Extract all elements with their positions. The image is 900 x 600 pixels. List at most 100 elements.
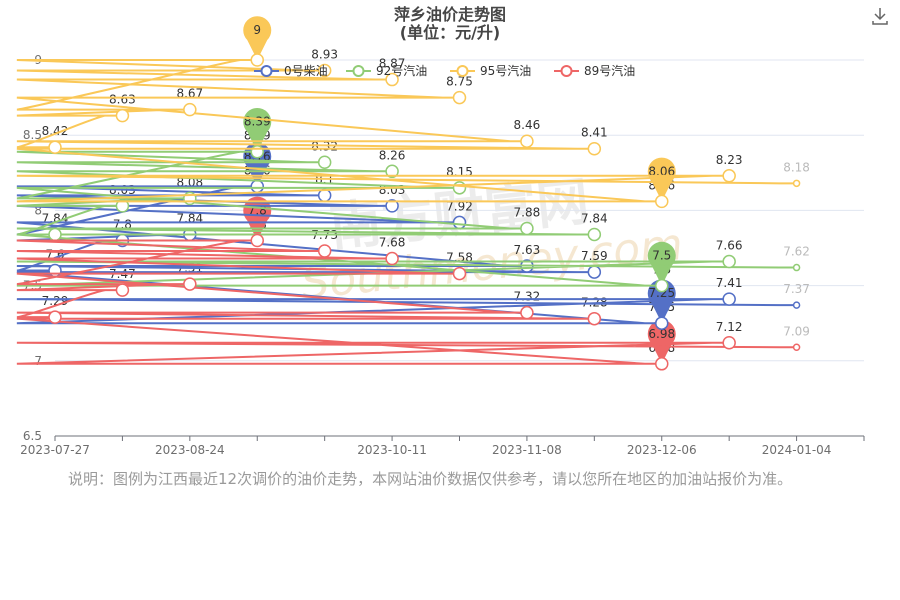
legend-symbol: [260, 65, 273, 77]
data-point[interactable]: [317, 244, 332, 258]
data-label: 7.66: [716, 239, 743, 253]
data-label: 7.59: [581, 249, 608, 263]
legend-item-95号汽油[interactable]: 95号汽油: [450, 63, 531, 78]
data-label: 7.37: [783, 282, 810, 296]
data-label: 8.93: [311, 48, 338, 62]
data-point[interactable]: [48, 140, 62, 154]
legend-item-92号汽油[interactable]: 92号汽油: [346, 63, 427, 78]
data-point[interactable]: [452, 215, 467, 230]
data-point[interactable]: [792, 179, 801, 188]
data-point[interactable]: [587, 311, 602, 326]
x-tick-label: 2023-11-08: [492, 443, 562, 457]
markpoint-label: 7.5: [652, 249, 671, 263]
data-point[interactable]: [48, 263, 62, 278]
data-point[interactable]: [183, 102, 197, 117]
x-axis: 2023-07-27 2023-08-24 2023-10-11 2023-11-08…: [20, 436, 865, 457]
x-tick-label: 2023-07-27: [20, 443, 90, 457]
data-point[interactable]: [722, 169, 736, 183]
chart-title: 萍乡油价走势图: [394, 5, 506, 24]
data-point[interactable]: [115, 283, 130, 297]
data-label: 7.09: [783, 324, 810, 338]
data-point[interactable]: [655, 316, 669, 330]
data-point[interactable]: [183, 277, 197, 291]
data-point[interactable]: [250, 179, 264, 194]
data-point[interactable]: [520, 305, 534, 320]
data-point[interactable]: [115, 199, 130, 213]
y-tick-label: 6.5: [23, 429, 42, 443]
data-point[interactable]: [722, 292, 736, 306]
data-point[interactable]: [520, 221, 534, 236]
data-label: 7.92: [446, 199, 473, 213]
data-point[interactable]: [250, 233, 264, 248]
y-tick-label: 8.5: [23, 128, 42, 142]
data-label: 7.88: [514, 205, 541, 219]
data-point[interactable]: [655, 278, 669, 293]
data-label: 8.26: [379, 148, 406, 162]
data-label: 8.63: [109, 93, 136, 107]
y-axis: 6.577.588.59: [23, 53, 42, 443]
legend-symbol: [560, 65, 573, 77]
markpoint-shape: [243, 16, 272, 61]
markpoint-pin: 9: [243, 16, 272, 61]
data-label: 8.75: [446, 75, 473, 89]
legend-item-0号柴油[interactable]: 0号柴油: [254, 64, 328, 78]
data-point[interactable]: [792, 343, 801, 352]
y-tick-label: 7: [34, 354, 42, 368]
x-tick-label: 2023-08-24: [155, 443, 225, 457]
series-layer: 7.67.87.848.168.18.037.927.637.597.257.4…: [16, 16, 810, 371]
data-point[interactable]: [115, 108, 130, 123]
data-point[interactable]: [317, 155, 332, 170]
series-line: [16, 239, 797, 365]
legend-label: 0号柴油: [284, 64, 328, 78]
data-label: 8.41: [581, 126, 608, 140]
data-point[interactable]: [317, 63, 332, 78]
data-point[interactable]: [48, 310, 62, 324]
legend-symbol: [456, 65, 469, 77]
data-point[interactable]: [792, 301, 801, 309]
data-point[interactable]: [250, 53, 264, 67]
data-point[interactable]: [385, 199, 399, 213]
legend-item-89号汽油[interactable]: 89号汽油: [554, 63, 635, 78]
markpoint-shape: [647, 157, 676, 202]
series-95号汽油: [16, 53, 801, 209]
data-point[interactable]: [587, 265, 602, 279]
data-point[interactable]: [722, 336, 736, 350]
watermark: 南方财富网 Southmoney.com: [299, 172, 685, 310]
series-line: [16, 59, 797, 203]
data-point[interactable]: [792, 263, 801, 272]
data-point[interactable]: [722, 254, 736, 269]
data-point[interactable]: [385, 251, 399, 266]
x-tick-label: 2023-10-11: [357, 443, 427, 457]
data-label: 7.29: [42, 294, 69, 308]
markpoint-label: 8.39: [244, 115, 271, 129]
data-point[interactable]: [250, 144, 264, 159]
data-label: 7.68: [379, 236, 406, 250]
data-label: 7.63: [514, 243, 541, 257]
data-point[interactable]: [452, 266, 467, 281]
data-point[interactable]: [655, 194, 669, 209]
data-point[interactable]: [655, 357, 669, 371]
legend-symbol: [352, 65, 365, 77]
x-tick-label: 2024-01-04: [762, 443, 832, 457]
data-label: 8.87: [379, 57, 406, 71]
legend-label: 92号汽油: [376, 63, 427, 78]
data-point[interactable]: [48, 227, 62, 242]
data-point[interactable]: [520, 134, 534, 148]
data-label: 7.41: [716, 276, 743, 290]
legend[interactable]: 0号柴油 92号汽油 95号汽油 89号汽油: [254, 63, 635, 78]
data-point[interactable]: [587, 141, 602, 156]
data-point[interactable]: [587, 227, 602, 242]
y-tick-label: 8: [34, 203, 42, 217]
download-icon[interactable]: [870, 6, 890, 26]
data-label: 8.18: [783, 160, 810, 174]
data-point[interactable]: [452, 181, 467, 195]
data-label: 7.84: [581, 211, 608, 225]
data-point[interactable]: [385, 164, 399, 179]
legend-label: 95号汽油: [480, 63, 531, 78]
data-point[interactable]: [452, 90, 467, 105]
data-point[interactable]: [385, 72, 399, 87]
data-label: 7.12: [716, 320, 743, 334]
data-label: 8.23: [716, 153, 743, 167]
x-tick-label: 2023-12-06: [627, 443, 697, 457]
